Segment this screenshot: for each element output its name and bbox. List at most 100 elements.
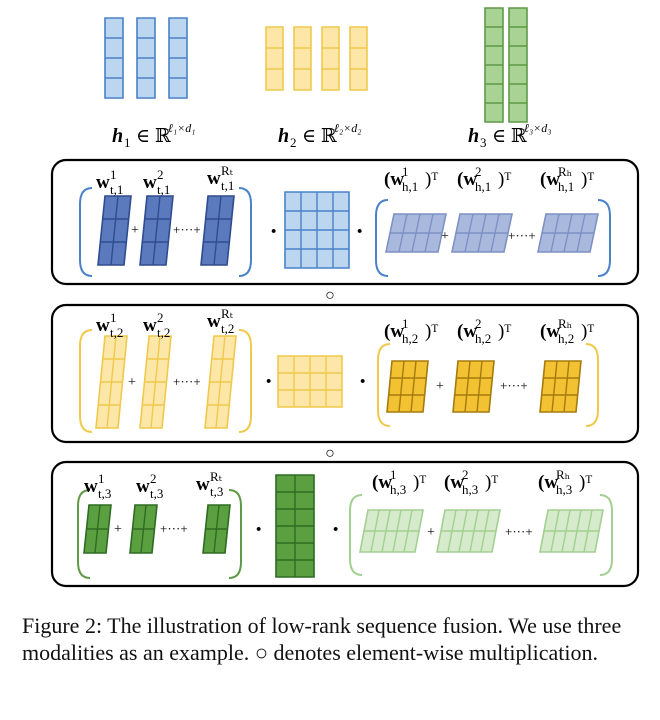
svg-text:(w: (w [538,472,558,493]
svg-text:Rₕ: Rₕ [558,316,572,331]
svg-text:h,3: h,3 [462,482,478,497]
plus-symbol: + [427,525,435,540]
right-paren [597,199,611,277]
factor-h2-matrix [386,360,429,413]
svg-text:1: 1 [98,471,105,486]
factor-t2-matrix [95,335,128,429]
svg-text:1: 1 [110,310,117,325]
svg-text:(w: (w [540,321,560,342]
svg-text:∈ ℝ: ∈ ℝ [302,126,337,147]
dot-product-symbol: · [263,363,274,400]
plus-symbol: + [131,223,139,238]
svg-text:)ᵀ: )ᵀ [425,321,438,342]
svg-text:(w: (w [372,472,392,493]
left-paren [377,343,391,427]
left-paren [375,199,389,277]
plus-symbol: + [128,375,136,390]
input-h2-column [265,26,284,91]
svg-text:3: 3 [480,135,487,150]
input-h2-column [321,26,340,91]
input-label-h1: h 1 ∈ ℝℓ₁×d₁ [112,121,195,150]
svg-text:)ᵀ: )ᵀ [579,472,592,493]
dot-product-symbol: · [357,363,368,400]
label-w-t2-2: w 2t,2 [143,310,170,340]
factor-h1-matrix [451,213,513,253]
right-paren [585,343,599,427]
fusion-row-2 [50,303,640,444]
elementwise-product-symbol: ○ [325,287,335,304]
svg-text:ℓ₂×d₂: ℓ₂×d₂ [334,121,361,135]
svg-text:w: w [207,168,221,189]
right-paren [238,329,252,433]
svg-text:w: w [136,476,150,497]
svg-text:h,2: h,2 [402,331,418,346]
svg-text:)ᵀ: )ᵀ [581,321,594,342]
factor-h3-matrix [359,509,424,553]
svg-text:h,2: h,2 [475,331,491,346]
factor-t1-matrix [200,195,235,266]
plus-symbol: + [441,229,449,244]
svg-text:)ᵀ: )ᵀ [498,321,511,342]
svg-text:Rₕ: Rₕ [558,164,572,179]
left-paren [349,494,363,576]
svg-text:t,2: t,2 [110,325,123,340]
factor-h1-matrix [537,213,599,253]
svg-text:)ᵀ: )ᵀ [485,472,498,493]
svg-text:2: 2 [150,471,157,486]
factor-h1-matrix [385,213,447,253]
input-label-h3: h 3 ∈ ℝℓ₃×d₃ [468,121,551,150]
label-w-h1-2: (w2h,1)ᵀ [457,164,511,194]
svg-text:Rₜ: Rₜ [221,306,234,321]
svg-text:2: 2 [157,167,164,182]
svg-text:h,3: h,3 [556,482,572,497]
svg-text:h,1: h,1 [558,179,574,194]
plus-dots-symbol: +···+ [173,222,201,237]
svg-text:t,3: t,3 [150,486,163,501]
svg-text:2: 2 [462,467,469,482]
elementwise-product-symbol: ○ [325,445,335,462]
input-label-h2: h 2 ∈ ℝℓ₂×d₂ [278,121,361,150]
input-h1-matrix [284,191,350,269]
svg-text:)ᵀ: )ᵀ [413,472,426,493]
svg-text:h,1: h,1 [402,179,418,194]
left-paren [79,329,93,433]
svg-text:2: 2 [157,310,164,325]
svg-text:1: 1 [110,167,117,182]
factor-t1-matrix [139,195,174,266]
label-w-h3-1: (w1h,3)ᵀ [372,467,426,497]
svg-text:w: w [96,315,110,336]
plus-dots-symbol: +···+ [505,524,533,539]
svg-text:(w: (w [384,169,404,190]
label-w-t2-1: w 1t,2 [96,310,123,340]
svg-text:t,3: t,3 [98,486,111,501]
svg-text:t,1: t,1 [110,182,123,197]
fusion-row-1 [50,158,640,286]
input-h2-matrix [277,355,343,408]
svg-text:t,2: t,2 [157,325,170,340]
dot-product-symbol: · [330,511,341,548]
svg-text:2: 2 [475,316,482,331]
label-w-h3-2: (w2h,3)ᵀ [444,467,498,497]
svg-text:Rₜ: Rₜ [221,163,234,178]
plus-dots-symbol: +···+ [173,374,201,389]
input-h3-column [484,7,504,123]
left-paren [77,489,91,579]
diagram: h 1 ∈ ℝℓ₁×d₁ h 2 ∈ ℝℓ₂×d₂ h 3 ∈ ℝℓ₃×d₃○○+ +···+w 1… [50,7,640,588]
svg-text:w: w [84,476,98,497]
svg-text:h,1: h,1 [475,179,491,194]
label-w-t1-1: w 1t,1 [96,167,123,197]
input-h3-column [508,7,528,123]
input-h1-column [136,17,156,99]
svg-text:w: w [143,315,157,336]
svg-text:w: w [143,172,157,193]
svg-text:1: 1 [124,135,131,150]
svg-text:t,3: t,3 [210,484,223,499]
factor-h2-matrix [452,360,495,413]
input-h3-matrix [275,474,315,578]
label-w-h2-2: (w2h,2)ᵀ [457,316,511,346]
label-w-t3-R: w Rₜt,3 [196,469,223,499]
plus-dots-symbol: +···+ [500,378,528,393]
